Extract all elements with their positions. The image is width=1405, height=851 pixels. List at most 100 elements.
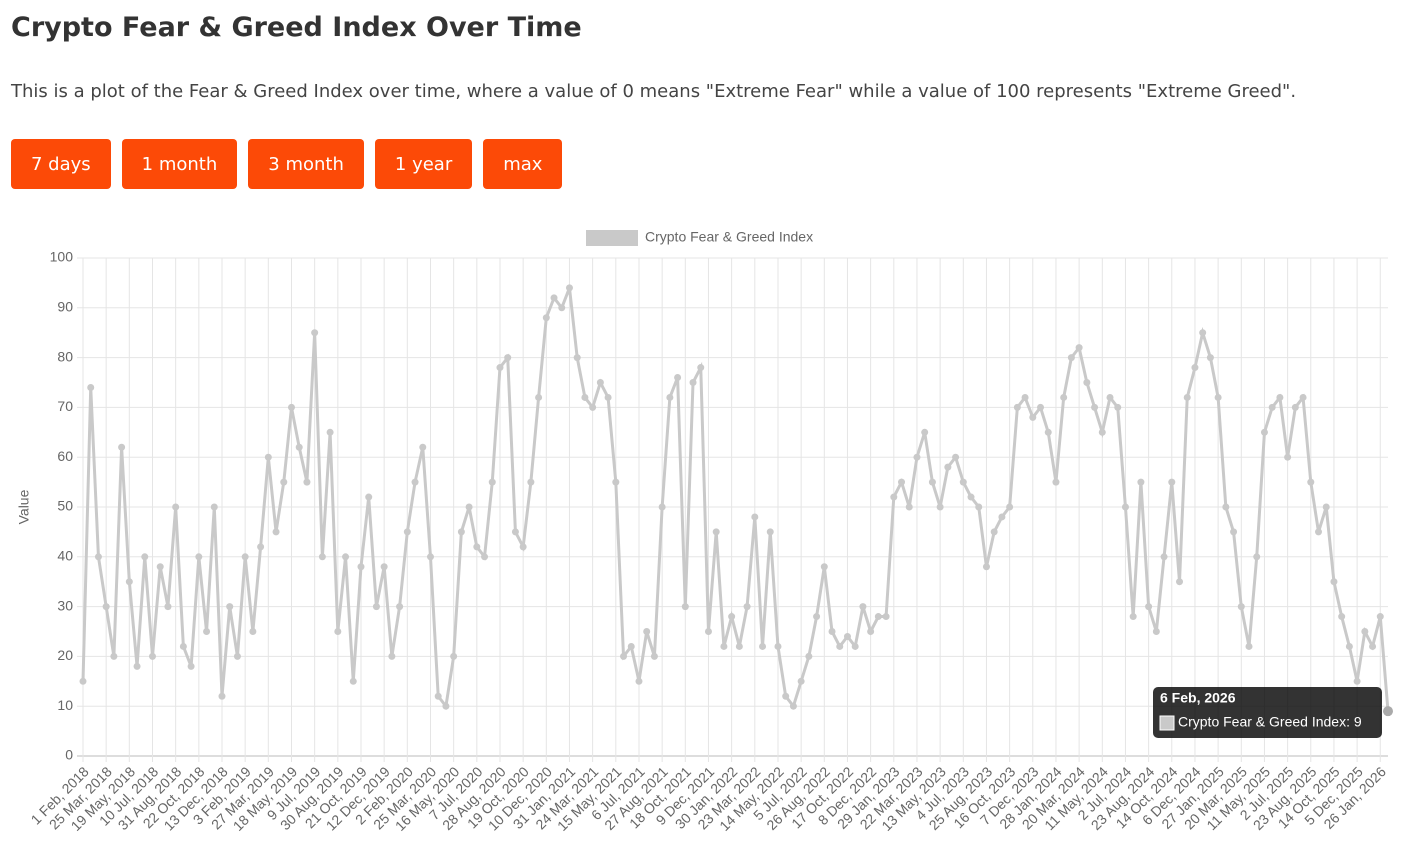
data-point (102, 603, 110, 611)
y-tick-label: 60 (57, 448, 73, 464)
data-point (334, 628, 342, 635)
data-point (1315, 528, 1323, 536)
y-tick-label: 100 (50, 249, 74, 265)
data-point (1369, 642, 1377, 650)
data-point (1183, 393, 1191, 401)
range-button[interactable]: max (483, 139, 563, 189)
y-tick-label: 30 (57, 597, 73, 613)
data-point (627, 642, 635, 650)
data-point (982, 563, 990, 571)
data-point (573, 354, 581, 362)
data-point (1083, 379, 1091, 386)
data-point (481, 553, 489, 561)
data-point (365, 493, 373, 501)
data-point (1168, 478, 1176, 486)
data-point (782, 692, 790, 700)
data-point (87, 383, 95, 391)
data-point (751, 513, 759, 521)
data-point (434, 692, 442, 700)
data-point (704, 628, 712, 635)
range-button[interactable]: 7 days (11, 139, 111, 189)
data-point (905, 503, 913, 511)
data-point (1284, 453, 1292, 461)
data-point (411, 478, 419, 486)
data-point (272, 528, 280, 536)
data-point (581, 393, 589, 401)
data-point (689, 379, 697, 386)
data-point (1052, 478, 1060, 486)
range-button[interactable]: 1 year (374, 139, 473, 189)
data-point (828, 628, 836, 635)
data-point (1338, 613, 1346, 621)
data-point (990, 528, 998, 536)
data-point (504, 354, 512, 362)
data-point (1067, 354, 1075, 362)
data-point (1006, 503, 1014, 511)
data-point (1276, 393, 1284, 401)
data-point (280, 478, 288, 486)
range-button[interactable]: 1 month (121, 139, 238, 189)
legend-label: Crypto Fear & Greed Index (645, 229, 813, 245)
data-point (94, 553, 102, 561)
data-point (156, 563, 164, 571)
data-point (867, 628, 875, 635)
data-point (542, 314, 550, 322)
data-point (1129, 613, 1137, 621)
y-tick-label: 80 (57, 348, 73, 364)
data-point (743, 603, 751, 611)
data-point (851, 642, 859, 650)
data-point (372, 603, 380, 611)
data-point (1060, 393, 1068, 401)
range-buttons: 7 days 1 month 3 month 1 year max (11, 139, 563, 189)
tooltip: 6 Feb, 2026 Crypto Fear & Greed Index: 9 (1153, 687, 1382, 738)
data-point (836, 642, 844, 650)
data-point (303, 478, 311, 486)
data-point (511, 528, 519, 536)
data-point (813, 613, 821, 621)
data-point (998, 513, 1006, 521)
data-point (125, 578, 133, 586)
data-point (620, 652, 628, 660)
range-button[interactable]: 3 month (248, 139, 364, 189)
data-point (442, 702, 450, 710)
data-point (589, 403, 597, 411)
data-point (210, 503, 218, 511)
data-point (342, 553, 350, 561)
data-point (1176, 578, 1184, 586)
data-point (1106, 393, 1114, 401)
data-point (558, 304, 566, 312)
data-point (658, 503, 666, 511)
data-point (349, 677, 357, 685)
data-point (681, 603, 689, 611)
data-point (1199, 329, 1207, 337)
data-point (1253, 553, 1261, 561)
data-point (527, 478, 535, 486)
description: This is a plot of the Fear & Greed Index… (11, 81, 1297, 102)
tooltip-label: Crypto Fear & Greed Index: 9 (1178, 714, 1362, 730)
tooltip-swatch (1159, 715, 1175, 731)
data-point (426, 553, 434, 561)
data-point (79, 677, 87, 685)
data-point (728, 613, 736, 621)
data-point (789, 702, 797, 710)
data-point (1044, 428, 1052, 436)
data-point (1160, 553, 1168, 561)
data-point (735, 642, 743, 650)
data-point (179, 642, 187, 650)
data-point (473, 543, 481, 551)
data-point (712, 528, 720, 536)
data-point (396, 603, 404, 611)
data-point (596, 379, 604, 386)
data-point (759, 642, 767, 650)
data-point (898, 478, 906, 486)
data-point (635, 677, 643, 685)
data-point (318, 553, 326, 561)
data-point (380, 563, 388, 571)
data-point (257, 543, 265, 551)
data-point (195, 553, 203, 561)
data-point (450, 652, 458, 660)
data-point (287, 403, 295, 411)
data-point (666, 393, 674, 401)
data-point (465, 503, 473, 511)
data-point (141, 553, 149, 561)
